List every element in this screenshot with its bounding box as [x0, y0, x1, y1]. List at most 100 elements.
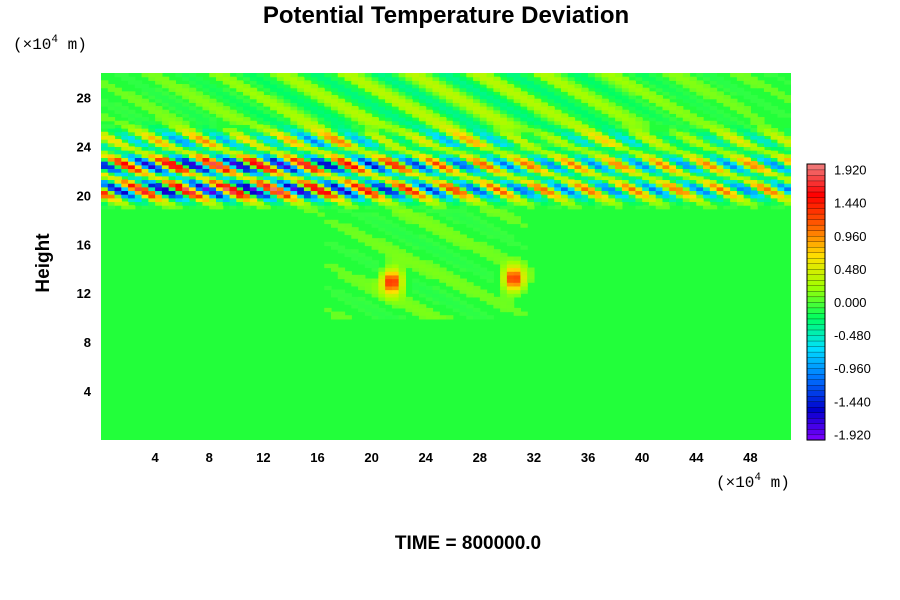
- heatmap-cell: [709, 128, 718, 133]
- heatmap-cell: [513, 183, 522, 188]
- heatmap-cell: [249, 179, 258, 184]
- heatmap-cell: [682, 179, 691, 184]
- heatmap-cell: [337, 249, 346, 254]
- heatmap-cell: [432, 285, 440, 291]
- heatmap-cell: [452, 172, 461, 177]
- heatmap-cell: [547, 146, 555, 151]
- heatmap-cell: [615, 131, 623, 136]
- heatmap-cell: [628, 73, 637, 78]
- heatmap-cell: [628, 157, 637, 162]
- heatmap-cell: [209, 168, 217, 173]
- heatmap-cell: [466, 219, 474, 225]
- heatmap-cell: [371, 216, 379, 221]
- heatmap-cell: [561, 142, 569, 147]
- heatmap-cell: [418, 183, 427, 188]
- heatmap-cell: [621, 153, 630, 159]
- heatmap-cell: [358, 296, 366, 302]
- heatmap-cell: [412, 124, 420, 129]
- heatmap-cell: [276, 120, 285, 125]
- heatmap-cell: [723, 157, 731, 162]
- heatmap-cell: [615, 91, 623, 96]
- heatmap-cell: [561, 197, 569, 203]
- heatmap-cell: [412, 139, 420, 144]
- heatmap-cell: [391, 274, 400, 280]
- heatmap-cell: [506, 241, 515, 247]
- heatmap-cell: [385, 128, 393, 133]
- heatmap-cell: [216, 139, 224, 144]
- heatmap-cell: [696, 139, 704, 144]
- heatmap-cell: [290, 135, 298, 140]
- heatmap-cell: [439, 76, 447, 81]
- heatmap-cell: [520, 98, 528, 103]
- heatmap-cell: [418, 106, 427, 111]
- heatmap-cell: [385, 219, 393, 225]
- heatmap-cell: [479, 109, 488, 114]
- heatmap-cell: [669, 120, 677, 125]
- heatmap-cell: [561, 80, 569, 85]
- heatmap-cell: [709, 168, 718, 173]
- heatmap-cell: [473, 98, 481, 103]
- heatmap-cell: [452, 128, 461, 133]
- heatmap-cell: [209, 172, 217, 177]
- heatmap-cell: [561, 179, 569, 184]
- heatmap-cell: [561, 135, 569, 140]
- heatmap-cell: [331, 168, 339, 173]
- heatmap-cell: [635, 157, 643, 162]
- heatmap-cell: [290, 142, 298, 147]
- heatmap-cell: [770, 172, 779, 177]
- heatmap-cell: [161, 120, 170, 125]
- heatmap-cell: [337, 245, 346, 250]
- heatmap-cell: [452, 142, 461, 147]
- heatmap-cell: [446, 201, 454, 206]
- heatmap-cell: [303, 128, 312, 133]
- heatmap-cell: [723, 175, 731, 181]
- heatmap-cell: [547, 73, 555, 78]
- heatmap-cell: [310, 205, 319, 210]
- heatmap-cell: [371, 175, 379, 181]
- heatmap-cell: [446, 296, 454, 302]
- heatmap-cell: [743, 142, 752, 147]
- heatmap-cell: [527, 161, 535, 166]
- heatmap-cell: [520, 179, 528, 184]
- heatmap-cell: [276, 102, 285, 107]
- heatmap-cell: [412, 307, 420, 313]
- heatmap-cell: [270, 161, 278, 166]
- heatmap-cell: [432, 146, 440, 151]
- heatmap-cell: [114, 128, 122, 133]
- heatmap-cell: [730, 128, 738, 133]
- heatmap-cell: [364, 179, 373, 184]
- heatmap-cell: [648, 117, 657, 122]
- heatmap-cell: [243, 109, 251, 114]
- heatmap-cell: [175, 91, 183, 96]
- heatmap-cell: [303, 87, 312, 92]
- heatmap-cell: [418, 91, 427, 96]
- heatmap-cell: [385, 278, 393, 283]
- heatmap-cell: [628, 172, 637, 177]
- heatmap-cell: [324, 201, 332, 206]
- heatmap-cell: [276, 172, 285, 177]
- heatmap-cell: [175, 157, 183, 162]
- heatmap-cell: [371, 80, 379, 85]
- heatmap-cell: [703, 109, 711, 114]
- heatmap-cell: [134, 80, 143, 85]
- heatmap-cell: [750, 194, 758, 199]
- heatmap-cell: [216, 102, 224, 107]
- heatmap-cell: [527, 274, 535, 280]
- heatmap-cell: [398, 131, 407, 136]
- heatmap-cell: [500, 238, 508, 243]
- heatmap-cell: [500, 186, 508, 192]
- heatmap-cell: [601, 128, 609, 133]
- heatmap-cell: [621, 183, 630, 188]
- heatmap-cell: [642, 124, 650, 129]
- heatmap-cell: [757, 168, 765, 173]
- heatmap-cell: [763, 201, 772, 206]
- heatmap-cell: [642, 175, 650, 181]
- heatmap-cell: [358, 190, 366, 195]
- heatmap-cell: [770, 150, 779, 155]
- heatmap-cell: [703, 142, 711, 147]
- heatmap-cell: [324, 109, 332, 114]
- heatmap-cell: [175, 183, 183, 188]
- heatmap-cell: [703, 102, 711, 107]
- heatmap-cell: [317, 106, 325, 111]
- heatmap-cell: [682, 197, 691, 203]
